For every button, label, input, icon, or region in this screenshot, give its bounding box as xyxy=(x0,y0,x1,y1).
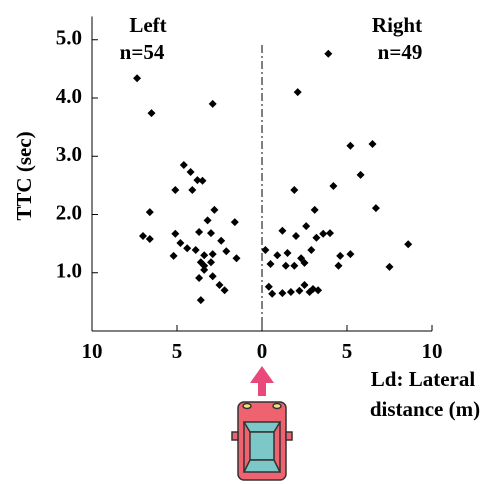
data-point xyxy=(312,233,321,242)
data-point xyxy=(264,282,273,291)
data-point xyxy=(200,265,209,274)
data-point xyxy=(183,244,192,253)
right-count: n=49 xyxy=(378,40,423,64)
data-point xyxy=(217,236,226,245)
data-point xyxy=(300,258,309,267)
data-point xyxy=(300,280,309,289)
data-point xyxy=(329,181,338,190)
data-point xyxy=(188,186,197,195)
data-point xyxy=(193,176,202,185)
data-point xyxy=(295,286,304,295)
data-point xyxy=(368,140,377,149)
data-point xyxy=(268,289,277,298)
y-tick-label: 2.0 xyxy=(56,200,82,224)
data-point xyxy=(198,176,207,185)
y-tick-label: 4.0 xyxy=(56,84,82,108)
data-point xyxy=(232,254,241,263)
data-point xyxy=(346,250,355,259)
left-count: n=54 xyxy=(120,40,165,64)
x-tick-label: 10 xyxy=(422,339,443,363)
data-point xyxy=(230,218,239,227)
data-point xyxy=(195,227,204,236)
data-point xyxy=(203,216,212,225)
x-axis-title: Ld: Lateral xyxy=(371,367,476,391)
data-point xyxy=(310,205,319,214)
data-point xyxy=(179,160,188,169)
data-point xyxy=(191,246,200,255)
data-point xyxy=(356,170,365,179)
data-point xyxy=(283,248,292,257)
data-point xyxy=(314,286,323,295)
y-axis-title: TTC (sec) xyxy=(12,131,36,220)
data-point xyxy=(292,232,300,241)
data-point xyxy=(290,261,299,270)
data-point xyxy=(281,261,290,270)
data-point xyxy=(186,167,195,176)
data-point xyxy=(346,141,355,150)
data-point xyxy=(222,247,231,256)
data-point xyxy=(208,250,217,259)
data-point xyxy=(404,240,413,249)
data-point xyxy=(195,273,204,282)
car-icon xyxy=(231,401,293,481)
data-point xyxy=(176,239,185,248)
data-point xyxy=(334,261,343,270)
data-point xyxy=(200,261,209,270)
data-point xyxy=(324,49,333,58)
y-tick-label: 5.0 xyxy=(56,26,82,50)
data-point xyxy=(171,229,180,238)
data-point xyxy=(145,208,154,217)
data-point xyxy=(208,272,217,281)
data-point xyxy=(207,258,215,267)
x-tick-label: 0 xyxy=(257,339,268,363)
x-tick-label: 5 xyxy=(172,339,183,363)
data-point xyxy=(290,186,299,195)
y-tick-label: 1.0 xyxy=(56,259,82,283)
data-point xyxy=(307,246,316,255)
data-point xyxy=(278,226,287,235)
data-point xyxy=(297,254,306,263)
data-point xyxy=(326,229,334,238)
data-point xyxy=(145,234,154,243)
data-point xyxy=(278,289,287,298)
x-tick-label: 5 xyxy=(342,339,353,363)
data-point xyxy=(215,280,224,289)
y-tick-label: 3.0 xyxy=(56,142,82,166)
data-point xyxy=(371,204,380,213)
left-title: Left xyxy=(129,13,166,37)
data-point xyxy=(266,260,275,269)
data-point xyxy=(286,287,295,296)
arrow xyxy=(250,366,274,396)
right-title: Right xyxy=(372,13,422,37)
data-point xyxy=(293,88,302,97)
data-point xyxy=(302,222,311,231)
data-point xyxy=(171,186,180,195)
data-point xyxy=(261,246,270,255)
x-tick-label: 10 xyxy=(82,339,103,363)
data-point xyxy=(273,251,282,260)
data-point xyxy=(210,205,219,214)
data-point xyxy=(336,251,345,260)
data-point xyxy=(133,74,142,83)
data-point xyxy=(139,232,147,241)
x-axis-title: distance (m) xyxy=(370,397,480,421)
data-point xyxy=(385,262,394,271)
data-point xyxy=(169,251,178,260)
data-point xyxy=(207,229,215,238)
data-point xyxy=(200,251,209,260)
data-point xyxy=(319,229,328,238)
data-point xyxy=(147,109,156,118)
data-point xyxy=(220,286,229,295)
data-point xyxy=(208,99,217,108)
data-point xyxy=(196,296,205,305)
